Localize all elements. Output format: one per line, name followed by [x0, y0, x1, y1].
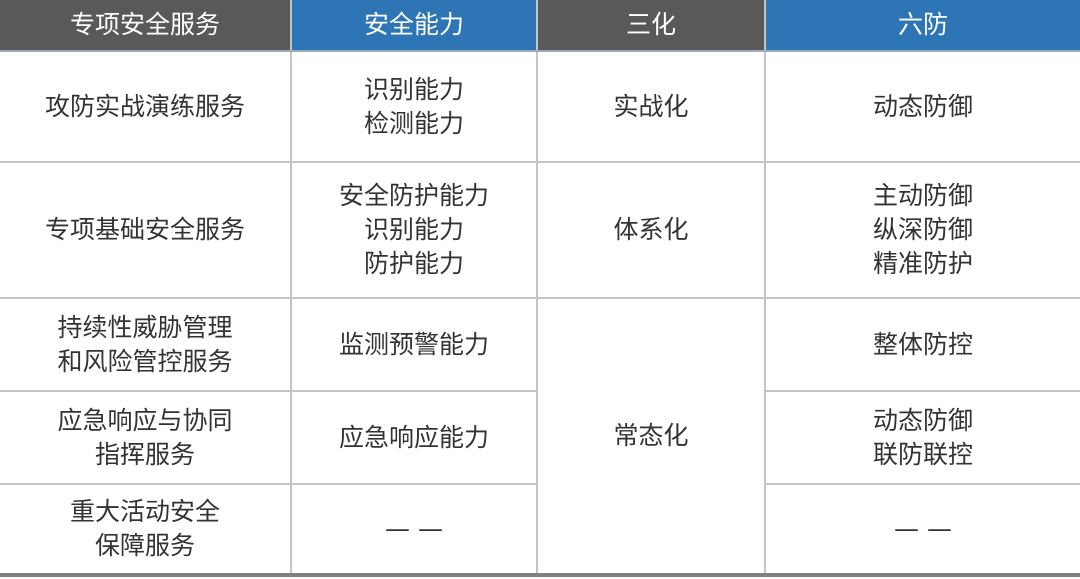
text: 精准防护: [872, 249, 973, 278]
liufang-cell: 主动防御纵深防御精准防护: [764, 161, 1080, 299]
capability-cell: 安全防护能力 识别能力防护能力: [290, 161, 538, 299]
table-row: 持续性威胁管理 和风险管控服务 监测预警能力 常态化 整体防控: [0, 297, 1080, 577]
header-service: 专项安全服务: [0, 0, 292, 52]
capability-cell: 识别能力 检测能力: [290, 50, 538, 163]
sanhua-cell: 常态化: [536, 297, 766, 577]
text: 专项基础安全服务: [44, 215, 245, 244]
text: 应急响应能力: [338, 422, 489, 452]
text: 主动防御: [872, 181, 973, 210]
header-liufang: 六防: [764, 0, 1080, 52]
text: 安全防护能力: [338, 181, 489, 210]
table-row: 重大活动安全 保障服务 — — — —: [0, 483, 1080, 577]
text: 重大活动安全: [69, 497, 220, 526]
sanhua-cell: 体系化: [536, 161, 766, 299]
text: — —: [385, 514, 443, 543]
capability-cell: — —: [290, 483, 538, 577]
header-sanhua: 三化: [536, 0, 766, 52]
table-row: 攻防实战演练服务 识别能力检测能力 实战化 动态防御: [0, 50, 1080, 163]
liufang-cell: — —: [764, 483, 1080, 577]
service-cell: 应急响应与协同 指挥服务: [0, 390, 292, 485]
text: 监测预警能力: [338, 329, 489, 359]
text: 检测能力: [363, 108, 464, 138]
text: 动态防御: [872, 405, 973, 435]
sanhua-cell: 实战化: [536, 50, 766, 163]
text: 纵深防御: [872, 215, 973, 244]
text: 整体防控: [872, 329, 973, 359]
liufang-cell: 动态防御: [764, 50, 1080, 163]
text: 指挥服务: [94, 439, 195, 469]
service-cell: 专项基础安全服务: [0, 161, 292, 299]
text: 应急响应与协同: [57, 405, 233, 435]
service-cell: 持续性威胁管理 和风险管控服务: [0, 297, 292, 392]
capability-cell: 应急响应能力: [290, 390, 538, 485]
text: 动态防御: [872, 91, 973, 121]
text: 识别能力: [363, 74, 464, 104]
table-row: 应急响应与协同 指挥服务 应急响应能力 动态防御联防联控: [0, 390, 1080, 485]
liufang-cell: 动态防御 联防联控: [764, 390, 1080, 485]
header-row: 专项安全服务 安全能力 三化 六防: [0, 0, 1080, 52]
capability-cell: 监测预警能力: [290, 297, 538, 392]
text: 联防联控: [872, 439, 973, 469]
text: — —: [894, 514, 952, 543]
liufang-cell: 整体防控: [764, 297, 1080, 392]
header-capability: 安全能力: [290, 0, 538, 52]
service-cell: 重大活动安全 保障服务: [0, 483, 292, 577]
text: 识别能力: [363, 215, 464, 244]
table-row: 专项基础安全服务 安全防护能力 识别能力防护能力 体系化 主动防御纵深防御精准防护: [0, 161, 1080, 299]
text: 持续性威胁管理: [57, 312, 233, 342]
text: 防护能力: [363, 249, 464, 278]
service-cell: 攻防实战演练服务: [0, 50, 292, 163]
text: 和风险管控服务: [57, 346, 233, 376]
text: 保障服务: [94, 531, 195, 560]
text: 攻防实战演练服务: [44, 91, 245, 121]
